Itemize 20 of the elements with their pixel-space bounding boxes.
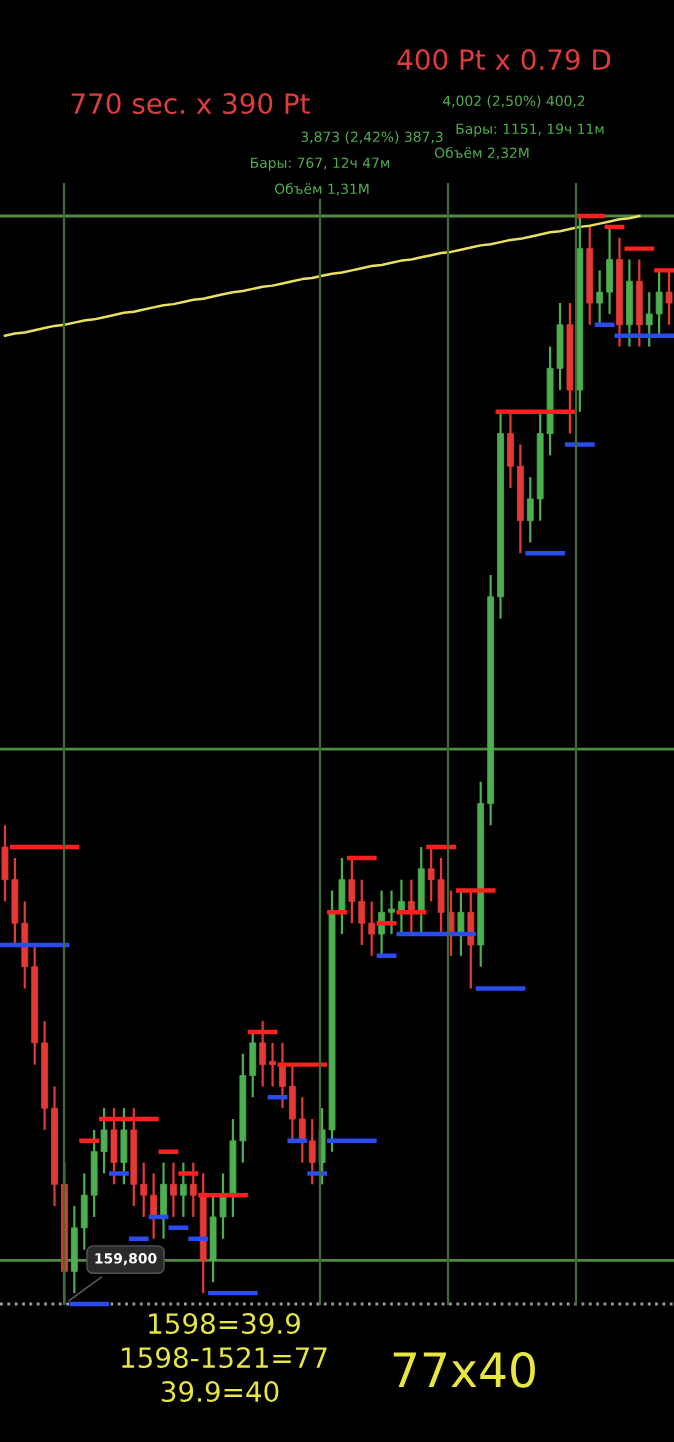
text: 1598=39.9 bbox=[149, 1313, 300, 1335]
candlestick bbox=[189, 1161, 197, 1219]
candlestick bbox=[179, 1161, 187, 1219]
text: 770 sec. x 390 Pt bbox=[71, 93, 310, 115]
candlestick bbox=[635, 258, 643, 348]
candlestick bbox=[338, 856, 346, 936]
candlestick bbox=[467, 889, 475, 990]
candlestick bbox=[626, 258, 633, 348]
candlestick bbox=[110, 1107, 118, 1186]
candlestick bbox=[308, 1117, 316, 1186]
candlestick bbox=[417, 845, 425, 936]
text: 39.9=40 bbox=[161, 1381, 279, 1403]
candlestick bbox=[665, 269, 673, 326]
text: 77x40 bbox=[393, 1351, 535, 1388]
candlestick bbox=[160, 1161, 167, 1240]
text: 1598-1521=77 bbox=[122, 1347, 327, 1369]
candlestick bbox=[170, 1161, 177, 1219]
text: 400 Pt x 0.79 D bbox=[397, 49, 611, 71]
candlestick bbox=[120, 1107, 128, 1186]
candlestick bbox=[457, 889, 465, 957]
